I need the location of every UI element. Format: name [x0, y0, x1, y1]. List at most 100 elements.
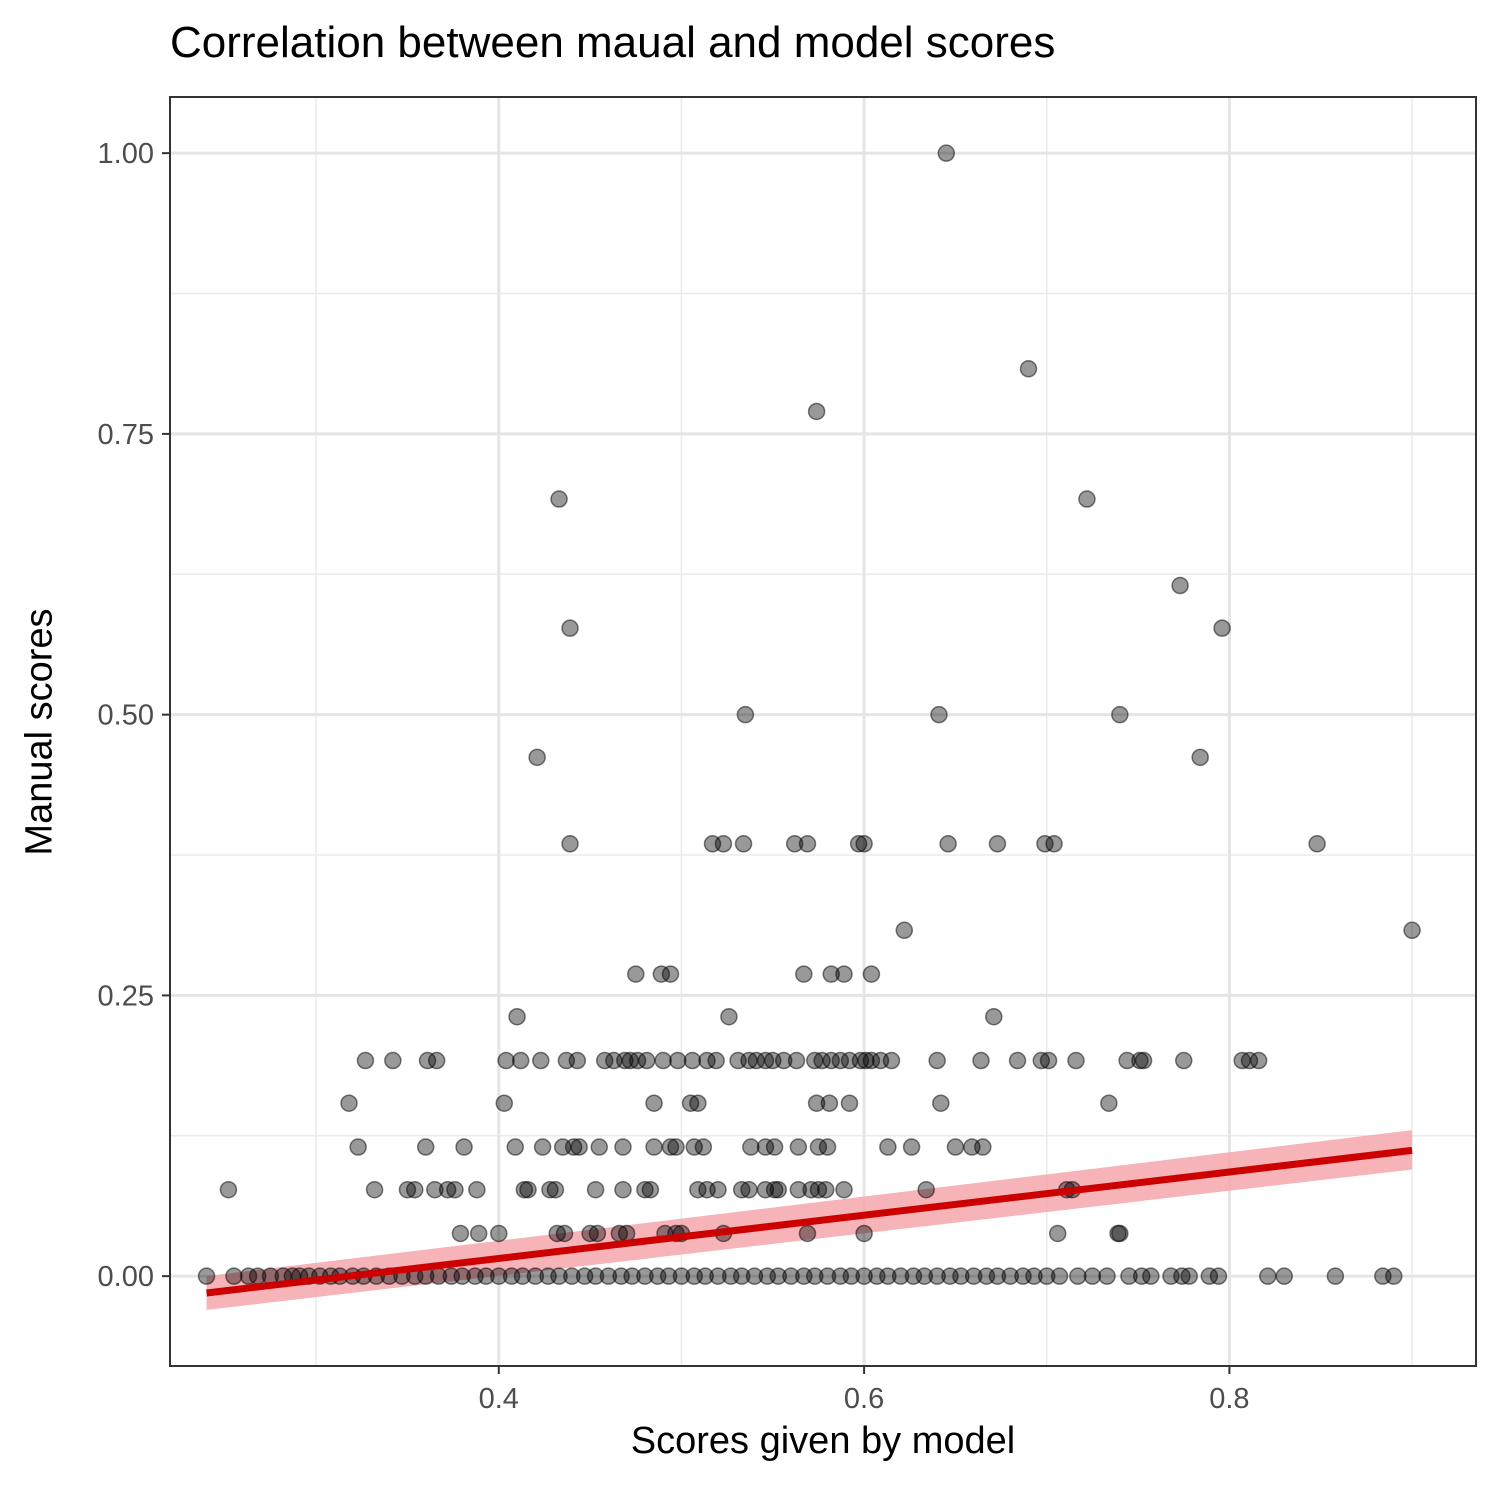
data-point — [734, 835, 753, 853]
data-point — [586, 1267, 605, 1285]
data-point — [197, 1267, 216, 1285]
data-point — [616, 1051, 634, 1070]
data-point — [672, 1267, 691, 1285]
data-point — [714, 835, 733, 853]
data-point — [468, 1180, 486, 1199]
data-point — [818, 1138, 837, 1156]
data-point — [740, 1180, 758, 1199]
data-point — [365, 1180, 384, 1199]
data-point — [736, 705, 755, 724]
data-point — [614, 1180, 632, 1199]
y-tick-label: 0.00 — [98, 1261, 154, 1293]
data-point — [813, 1051, 831, 1070]
data-point — [477, 1267, 495, 1285]
data-point — [1120, 1267, 1138, 1285]
data-point — [526, 1267, 545, 1285]
data-point — [820, 1094, 839, 1112]
data-point — [1180, 1267, 1198, 1285]
data-point — [798, 1224, 817, 1243]
data-point — [902, 1138, 921, 1156]
data-point — [939, 835, 957, 853]
data-point — [532, 1051, 550, 1070]
data-point — [831, 1051, 850, 1070]
data-point — [586, 1180, 605, 1199]
data-point — [891, 1267, 910, 1285]
data-point — [1069, 1267, 1087, 1285]
data-point — [427, 1051, 446, 1070]
data-point — [1083, 1267, 1102, 1285]
data-point — [855, 835, 873, 853]
data-point — [661, 965, 680, 983]
data-point — [550, 490, 568, 508]
data-point — [709, 1267, 727, 1285]
data-point — [1045, 835, 1063, 853]
data-point — [1039, 1051, 1058, 1070]
data-point — [1275, 1267, 1293, 1285]
data-point — [882, 1051, 901, 1070]
data-point — [1067, 1051, 1085, 1070]
data-point — [928, 1267, 946, 1285]
data-point — [595, 1051, 614, 1070]
regression-line — [206, 1146, 1413, 1297]
y-tick-label: 0.25 — [98, 980, 154, 1012]
data-point — [795, 965, 813, 983]
data-point — [1200, 1267, 1219, 1285]
data-point — [988, 835, 1007, 853]
data-point — [1050, 1267, 1069, 1285]
data-point — [546, 1180, 565, 1199]
data-point — [533, 1138, 552, 1156]
data-point — [1326, 1267, 1345, 1285]
data-point — [862, 1051, 881, 1070]
data-point — [669, 1051, 687, 1070]
data-point — [689, 1094, 707, 1112]
data-point — [785, 835, 804, 853]
data-point — [1008, 1051, 1027, 1070]
data-point — [769, 1267, 787, 1285]
data-point — [988, 1267, 1007, 1285]
plot-border — [169, 96, 1477, 1367]
data-point — [561, 835, 579, 853]
data-point — [455, 1138, 473, 1156]
data-point — [932, 1094, 950, 1112]
data-point — [623, 1267, 641, 1285]
data-point — [636, 1267, 654, 1285]
data-point — [689, 1180, 707, 1199]
data-point — [1111, 705, 1129, 724]
data-point — [506, 1138, 524, 1156]
data-point — [340, 1094, 358, 1112]
data-point — [972, 1051, 990, 1070]
data-point — [937, 144, 956, 162]
regression-line-path — [206, 1146, 1413, 1297]
data-point — [1142, 1267, 1160, 1285]
data-point — [1259, 1267, 1277, 1285]
data-point — [917, 1180, 935, 1199]
data-point — [895, 921, 914, 940]
data-point — [469, 1224, 488, 1243]
axis-ticks: 0.4 0.6 0.8 0.00 0.25 0.50 0.75 1.00 — [98, 138, 1250, 1415]
data-point — [555, 1224, 574, 1243]
data-point — [696, 1267, 714, 1285]
data-point — [453, 1267, 472, 1285]
data-point — [1134, 1051, 1153, 1070]
data-point — [952, 1267, 970, 1285]
data-point — [654, 1051, 672, 1070]
data-point — [807, 402, 826, 421]
data-point — [519, 1180, 537, 1199]
data-point — [1019, 360, 1038, 378]
data-point — [1001, 1267, 1019, 1285]
data-point — [490, 1267, 508, 1285]
y-tick-label: 0.75 — [98, 419, 154, 451]
data-point — [239, 1267, 258, 1285]
data-point — [822, 965, 840, 983]
data-point — [930, 705, 948, 724]
data-point — [667, 1138, 685, 1156]
chart-title: Correlation between maual and model scor… — [170, 18, 1056, 67]
data-point — [513, 1267, 532, 1285]
data-point — [659, 1267, 678, 1285]
data-point — [985, 1007, 1003, 1026]
data-point — [1025, 1267, 1043, 1285]
data-point — [1078, 490, 1096, 508]
data-point — [590, 1138, 608, 1156]
data-point — [685, 1138, 703, 1156]
data-point — [568, 1051, 587, 1070]
